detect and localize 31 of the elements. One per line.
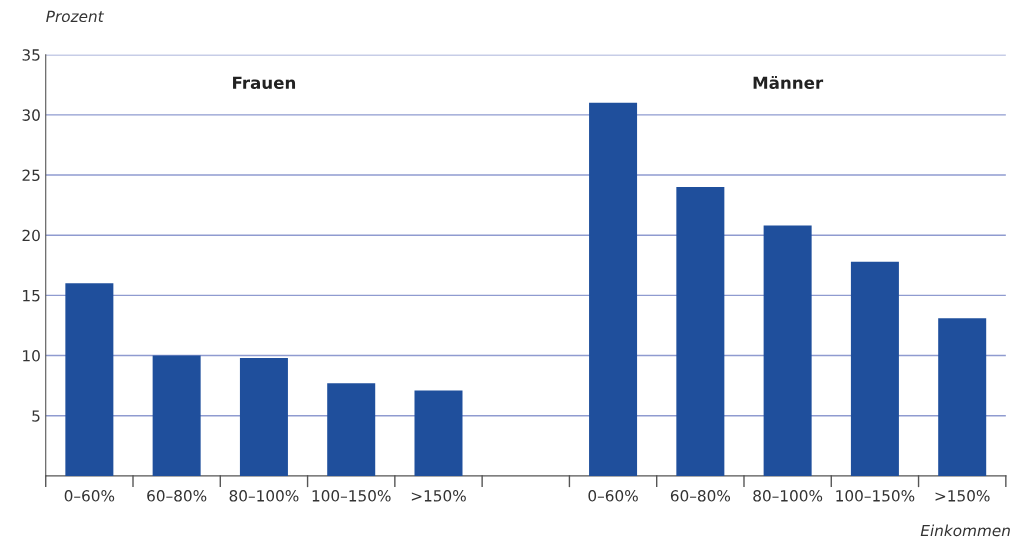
- x-tick-label: 60–80%: [147, 490, 207, 502]
- bar: [152, 355, 201, 476]
- y-tick-label: 35: [22, 49, 40, 61]
- x-tick-label: 80–100%: [753, 490, 823, 502]
- bar: [327, 383, 376, 476]
- x-tick-label: >150%: [935, 490, 990, 502]
- x-tick-label: 0–60%: [64, 490, 115, 502]
- bar: [414, 390, 463, 476]
- bar: [589, 102, 638, 476]
- y-tick-label: 15: [23, 290, 40, 302]
- bar: [676, 187, 725, 476]
- x-tick-label: >150%: [411, 490, 466, 502]
- bar: [763, 225, 812, 476]
- x-tick-label: 0–60%: [588, 490, 638, 502]
- y-tick-label: 10: [23, 350, 40, 362]
- y-tick-label: 25: [22, 169, 40, 182]
- x-tick-label: 80–100%: [229, 490, 299, 502]
- bar: [850, 261, 899, 476]
- annotation: Frauen: [233, 76, 296, 90]
- y-tick-label: 5: [32, 410, 40, 422]
- y-tick-label: 30: [22, 109, 40, 121]
- y-tick-label: 20: [22, 229, 40, 242]
- annotation: Männer: [753, 75, 824, 90]
- y-axis-title: Prozent: [46, 10, 105, 23]
- x-tick-label: 100–150%: [836, 490, 915, 502]
- x-axis-title: Einkommen: [920, 524, 1010, 537]
- bar: [239, 357, 288, 476]
- x-tick-label: 60–80%: [670, 490, 731, 502]
- bar: [938, 318, 987, 476]
- x-tick-label: 100–150%: [312, 490, 391, 502]
- bar: [65, 283, 114, 476]
